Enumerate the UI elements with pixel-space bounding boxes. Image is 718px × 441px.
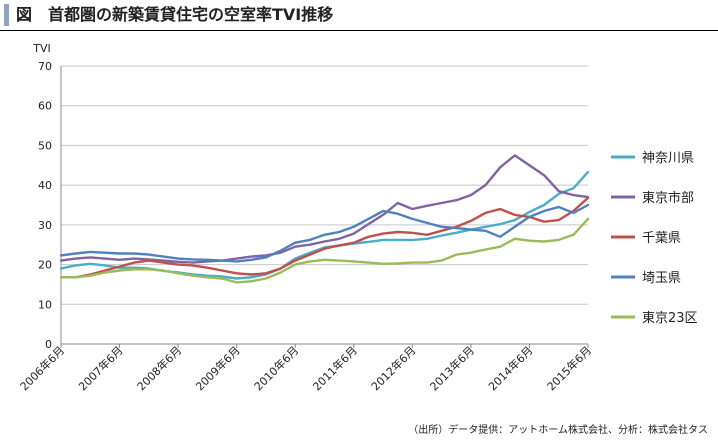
x-tick-label-2: 2008年6月 (134, 343, 184, 393)
legend-label-1: 神奈川県 (642, 151, 694, 166)
y-tick-label-60: 60 (38, 100, 52, 113)
chart-title: 図 首都圏の新築賃貸住宅の空室率TVI推移 (16, 5, 334, 24)
series-lines (59, 154, 590, 284)
x-tick-label-7: 2013年6月 (427, 343, 477, 393)
legend-label-4: 埼玉県 (642, 271, 681, 286)
x-tick-label-3: 2009年6月 (193, 343, 243, 393)
y-tick-label-0: 0 (45, 338, 52, 351)
series-line-5 (59, 217, 590, 284)
title-accent-bar (4, 4, 9, 26)
y-tick-label-70: 70 (38, 60, 52, 73)
y-axis-title: TVI (32, 42, 51, 55)
legend-label-5: 東京23区 (642, 310, 698, 326)
x-tick-label-8: 2014年6月 (485, 343, 535, 393)
title-bar: 図 首都圏の新築賃貸住宅の空室率TVI推移 (0, 0, 718, 31)
legend-label-2: 東京市部 (642, 190, 694, 206)
series-line-4 (59, 203, 590, 263)
series-line-3 (59, 196, 590, 279)
y-tick-label-10: 10 (38, 298, 52, 311)
x-tick-label-4: 2010年6月 (251, 343, 301, 393)
y-tick-label-40: 40 (38, 179, 52, 192)
y-tick-label-30: 30 (38, 219, 52, 232)
series-line-2 (59, 154, 590, 264)
y-tick-label-20: 20 (38, 259, 52, 272)
x-tick-label-1: 2007年6月 (75, 343, 125, 393)
x-tick-label-9: 2015年6月 (544, 343, 594, 393)
legend-label-3: 千葉県 (642, 231, 681, 246)
axes: 0 10 20 30 40 50 60 70 2006年6月 2007年6月 2008年6月 2009… (17, 60, 594, 393)
y-tick-label-50: 50 (38, 139, 52, 152)
source-note: （出所）データ提供：アットホーム株式会社、分析：株式会社タス (408, 425, 708, 436)
line-chart: TVI 0 10 20 30 40 50 60 70 2006年6月 2007年6月 2008年6月… (17, 42, 698, 393)
x-tick-label-0: 2006年6月 (17, 343, 67, 393)
title-underline (0, 30, 718, 31)
x-tick-label-5: 2011年6月 (310, 343, 360, 393)
x-tick-label-6: 2012年6月 (368, 343, 418, 393)
